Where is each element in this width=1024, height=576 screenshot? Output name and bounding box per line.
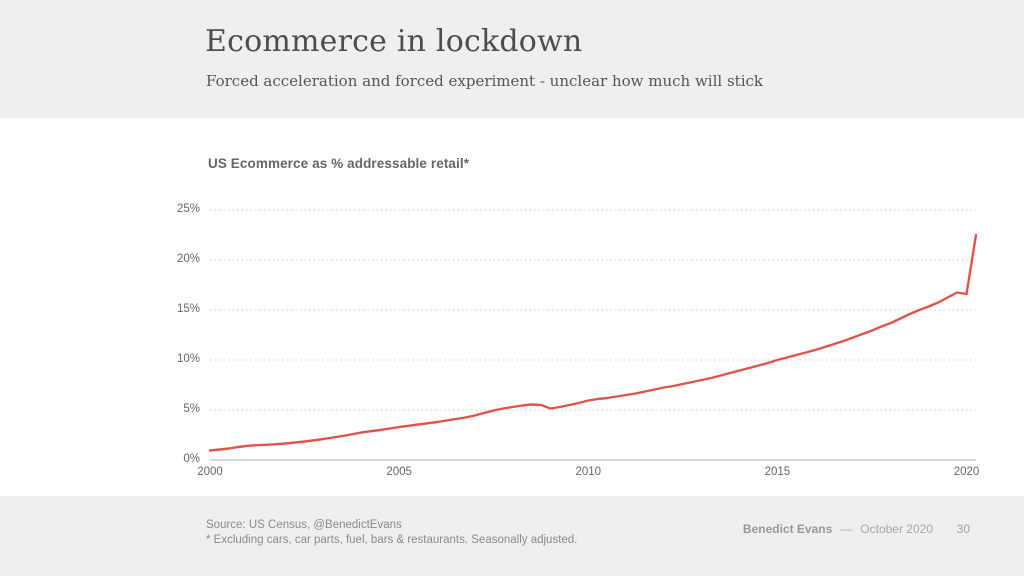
y-tick-label: 15%: [176, 303, 200, 315]
y-tick-label: 0%: [183, 453, 200, 465]
x-tick-label: 2005: [386, 466, 412, 478]
page-title: Ecommerce in lockdown: [205, 24, 583, 59]
chart-title: US Ecommerce as % addressable retail*: [208, 156, 470, 171]
ecommerce-line-series: [208, 233, 978, 452]
chart-plot-area: 0% 5% 10% 15% 20% 25% 2000 2005 2010 2015 2020: [177, 203, 979, 478]
footer-meta: Benedict Evans — October 2020: [743, 522, 933, 536]
y-tick-label: 20%: [176, 253, 200, 265]
source-line-1: Source: US Census, @BenedictEvans: [206, 519, 402, 531]
publication-date: October 2020: [860, 522, 933, 536]
header-band: [0, 0, 1024, 118]
x-tick-label: 2000: [197, 466, 223, 478]
line-chart-svg: [208, 209, 978, 461]
author-name: Benedict Evans: [742, 522, 833, 536]
footer-band: Source: US Census, @BenedictEvans * Excl…: [0, 496, 1024, 576]
y-tick-label: 10%: [176, 353, 200, 365]
x-tick-label: 2015: [764, 466, 791, 478]
source-line-2: * Excluding cars, car parts, fuel, bars …: [206, 534, 578, 546]
page-subtitle: Forced acceleration and forced experimen…: [206, 72, 763, 90]
page-number: 30: [956, 522, 970, 536]
y-tick-label: 25%: [176, 203, 200, 215]
x-tick-label: 2020: [953, 466, 980, 478]
x-tick-label: 2010: [575, 466, 602, 478]
source-note: Source: US Census, @BenedictEvans * Excl…: [206, 518, 577, 548]
separator-dash: —: [840, 522, 853, 536]
y-tick-label: 5%: [183, 403, 200, 415]
